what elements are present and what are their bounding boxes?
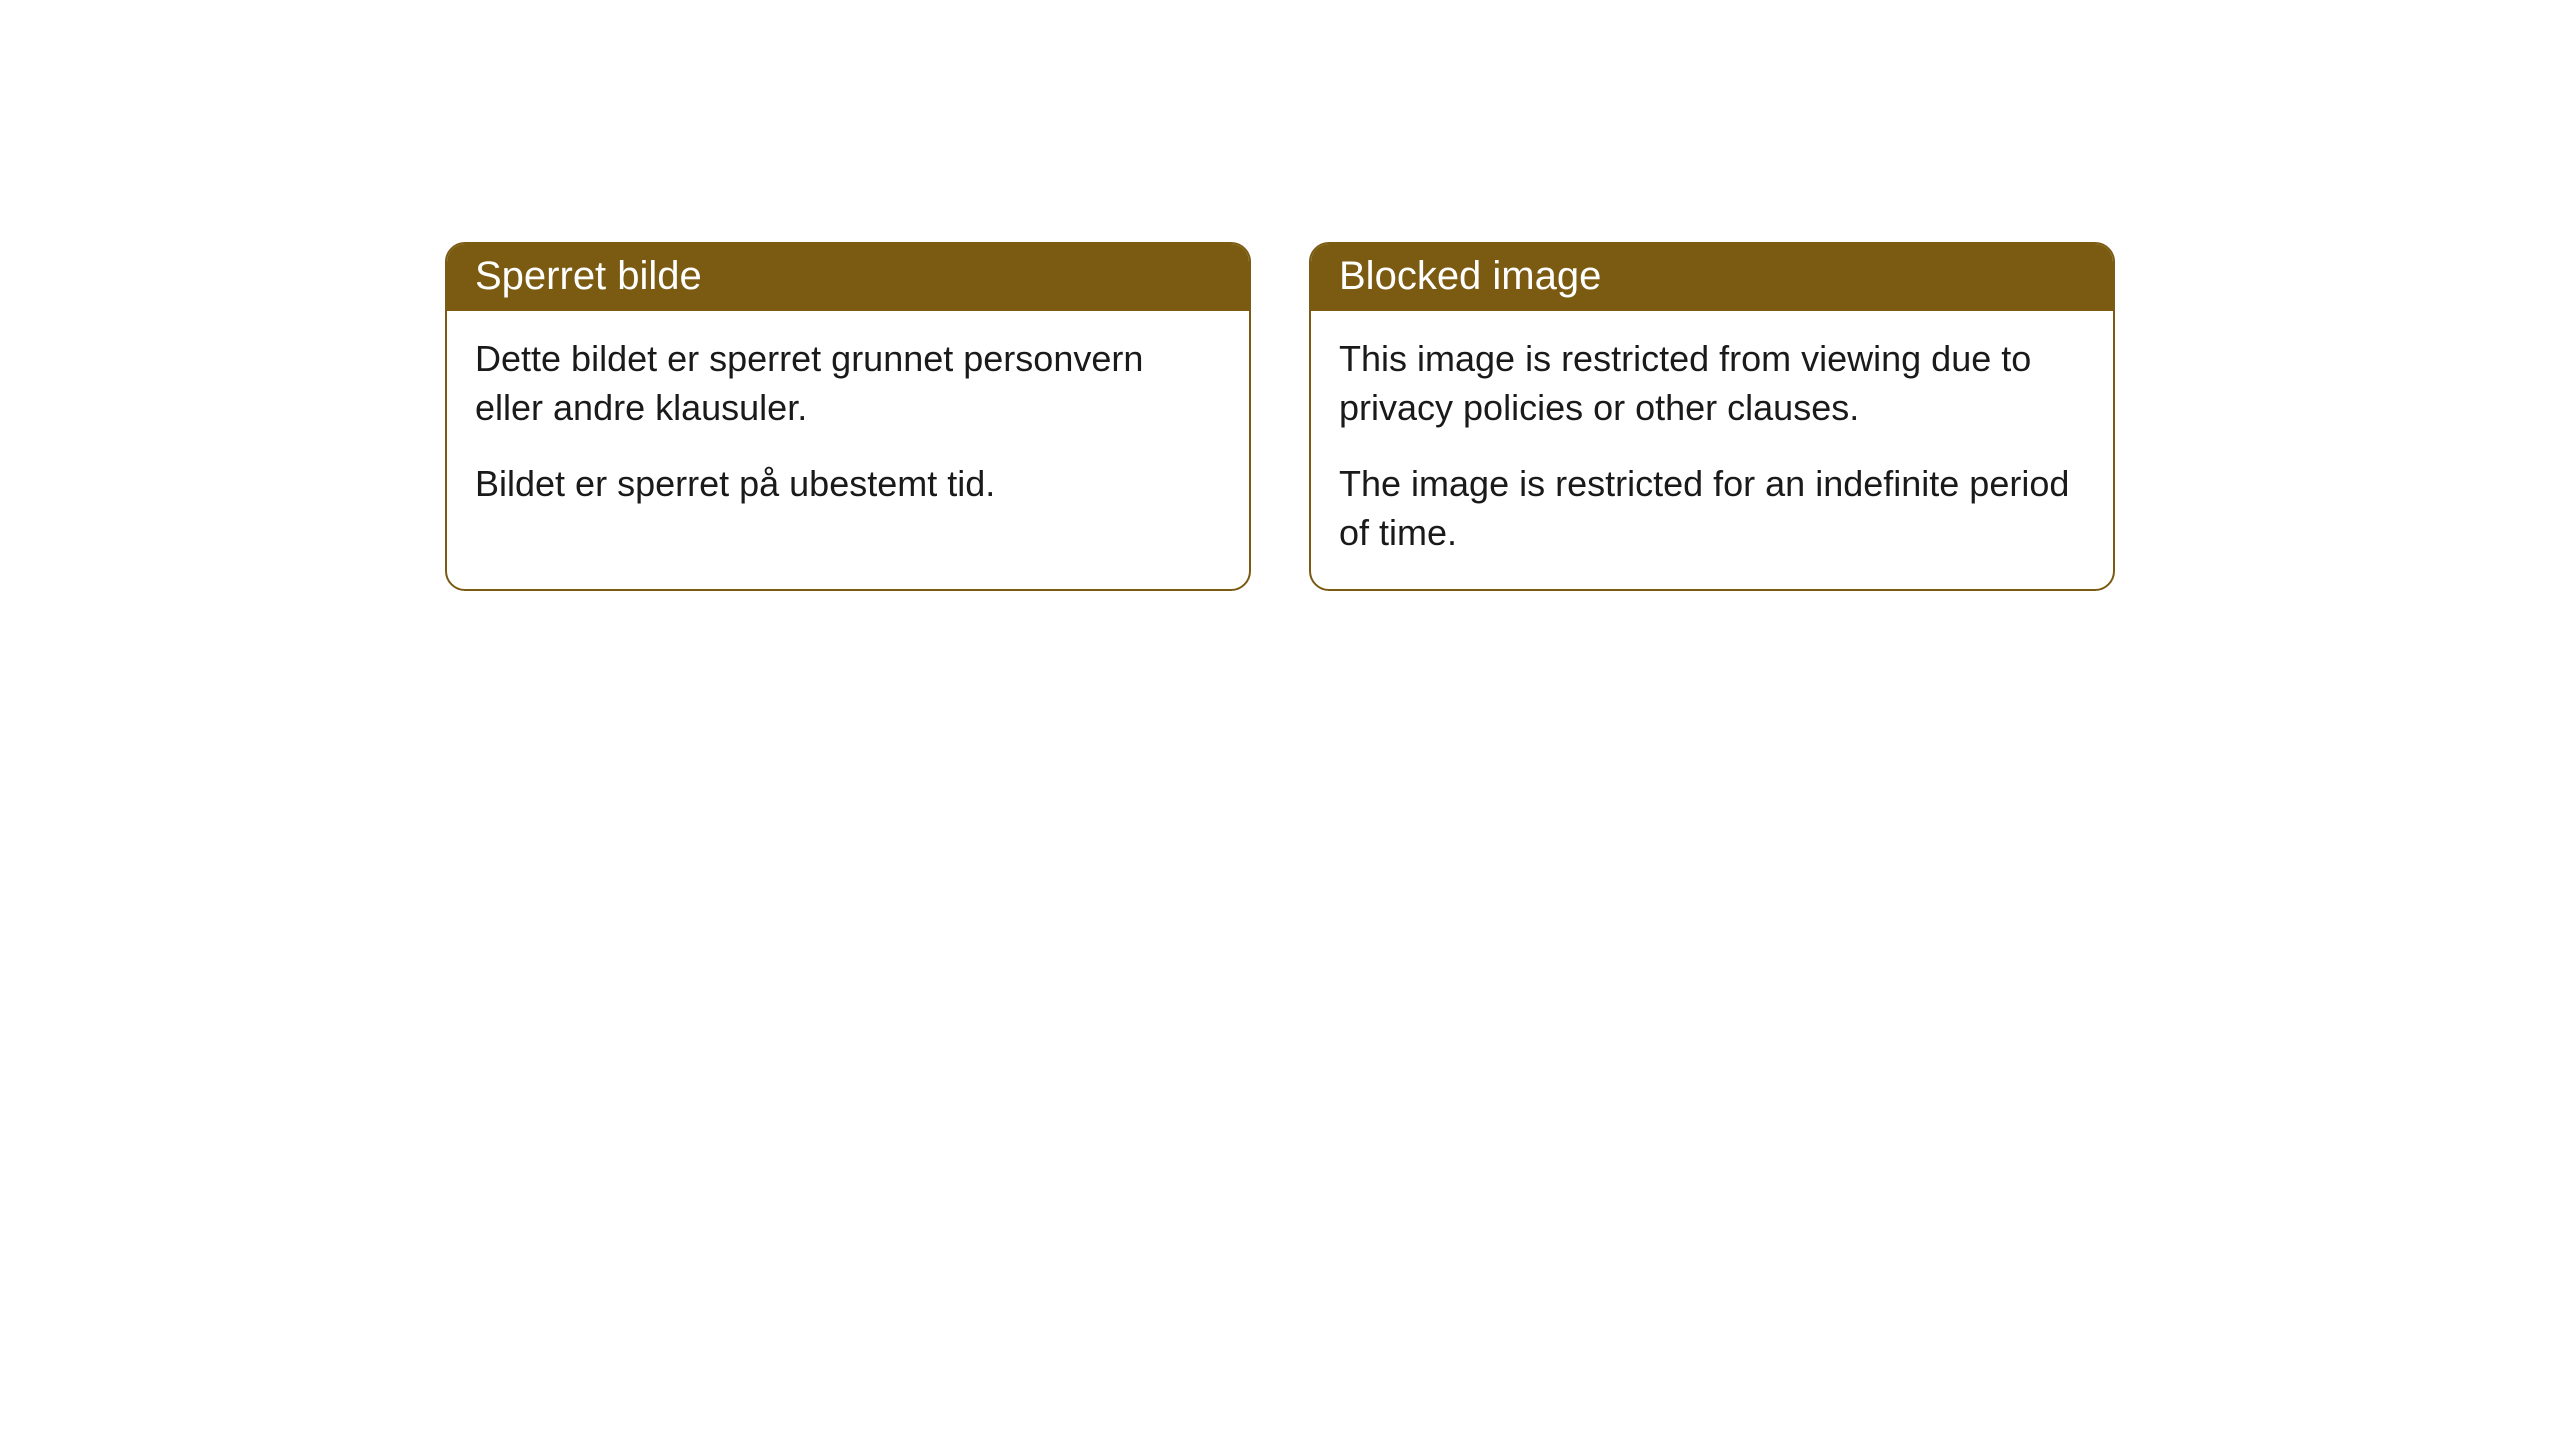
card-body: This image is restricted from viewing du… (1311, 311, 2113, 589)
card-paragraph: Dette bildet er sperret grunnet personve… (475, 335, 1221, 432)
card-header: Sperret bilde (447, 244, 1249, 311)
card-body: Dette bildet er sperret grunnet personve… (447, 311, 1249, 541)
notice-card-norwegian: Sperret bilde Dette bildet er sperret gr… (445, 242, 1251, 591)
card-title: Blocked image (1339, 254, 1601, 298)
card-paragraph: This image is restricted from viewing du… (1339, 335, 2085, 432)
card-header: Blocked image (1311, 244, 2113, 311)
notice-cards-container: Sperret bilde Dette bildet er sperret gr… (445, 242, 2115, 591)
card-paragraph: The image is restricted for an indefinit… (1339, 460, 2085, 557)
card-paragraph: Bildet er sperret på ubestemt tid. (475, 460, 1221, 509)
card-title: Sperret bilde (475, 254, 702, 298)
notice-card-english: Blocked image This image is restricted f… (1309, 242, 2115, 591)
